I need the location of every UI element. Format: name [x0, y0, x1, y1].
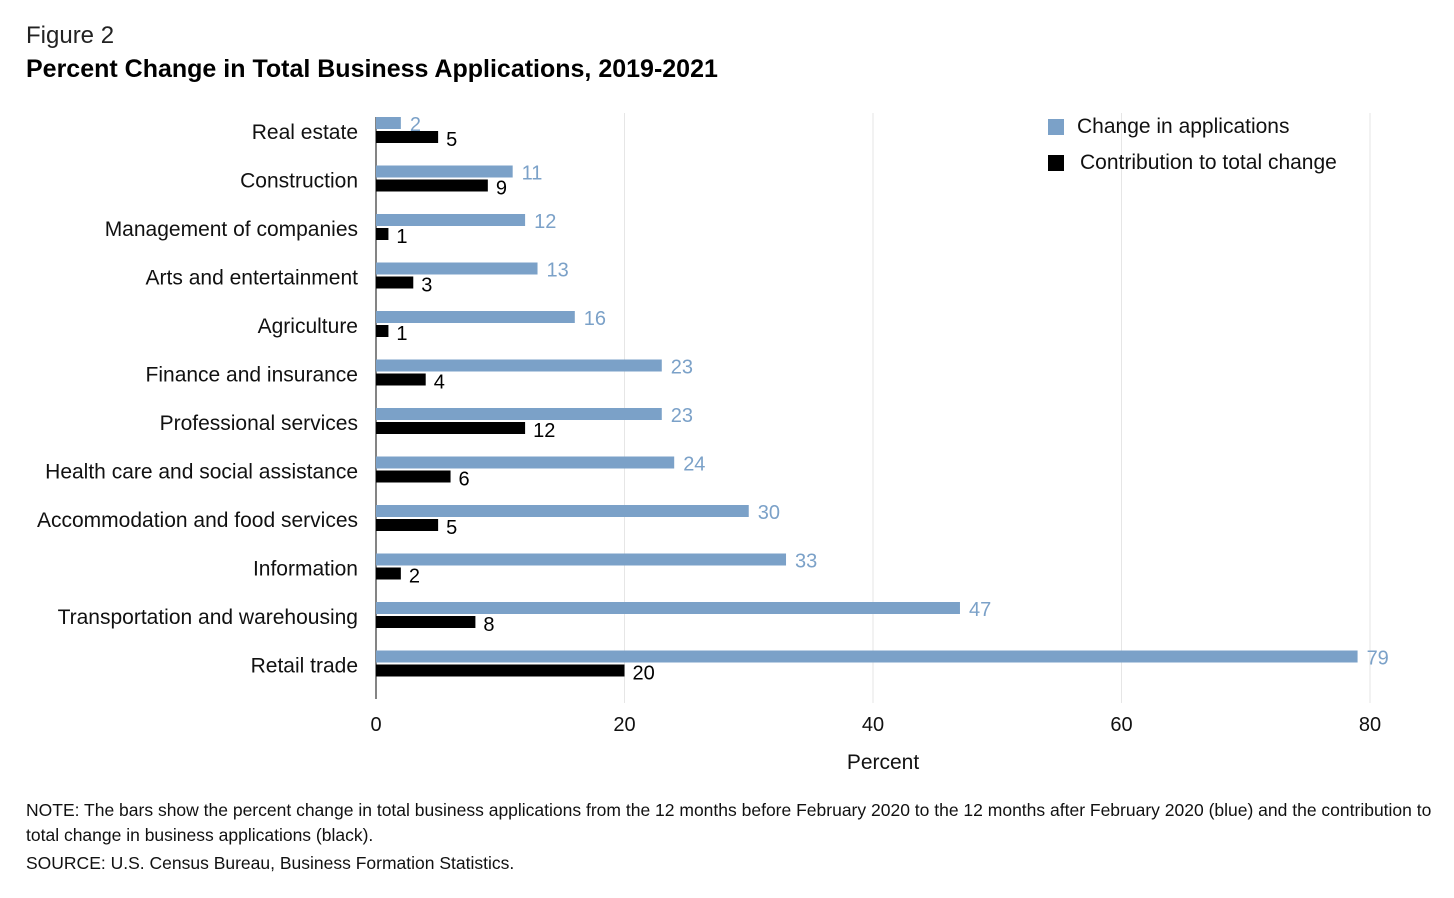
bar-change-in-applications: [376, 117, 401, 129]
x-axis-title: Percent: [847, 751, 920, 774]
category-label: Construction: [240, 170, 358, 193]
x-tick-label: 20: [613, 714, 635, 736]
data-label-contribution: 8: [483, 614, 494, 636]
chart-note: NOTE: The bars show the percent change i…: [26, 800, 1432, 845]
legend-swatch-applications: [1048, 119, 1064, 135]
category-label: Agriculture: [258, 315, 358, 338]
bar-change-in-applications: [376, 165, 513, 178]
category-label: Accommodation and food services: [37, 509, 358, 532]
data-label-contribution: 3: [421, 275, 432, 297]
data-label-contribution: 4: [434, 372, 445, 394]
bar-contribution-to-total: [376, 616, 476, 628]
data-label-change: 23: [671, 405, 693, 427]
data-label-change: 24: [683, 454, 705, 476]
data-label-change: 47: [969, 599, 991, 621]
x-tick-label: 80: [1359, 714, 1381, 736]
bar-contribution-to-total: [376, 422, 526, 434]
category-label: Information: [253, 558, 358, 581]
bar-contribution-to-total: [376, 325, 389, 337]
data-label-change: 79: [1367, 648, 1389, 670]
data-label-contribution: 2: [409, 566, 420, 588]
data-label-contribution: 5: [446, 129, 457, 151]
bar-contribution-to-total: [376, 470, 451, 483]
data-label-contribution: 5: [446, 517, 457, 539]
x-tick-label: 0: [370, 714, 381, 736]
data-label-change: 30: [758, 502, 780, 524]
category-label: Professional services: [160, 412, 358, 435]
bar-change-in-applications: [376, 505, 749, 517]
data-label-change: 2: [410, 114, 421, 136]
data-label-contribution: 20: [633, 663, 655, 685]
bar-contribution-to-total: [376, 276, 414, 289]
data-label-change: 13: [547, 260, 569, 282]
category-label: Health care and social assistance: [45, 461, 358, 484]
chart-title: Percent Change in Total Business Applica…: [26, 55, 718, 83]
data-label-contribution: 9: [496, 178, 507, 200]
bar-change-in-applications: [376, 456, 675, 469]
data-label-change: 33: [795, 551, 817, 573]
bar-contribution-to-total: [376, 519, 439, 531]
bar-change-in-applications: [376, 311, 575, 323]
category-label: Finance and insurance: [146, 364, 358, 387]
x-tick-label: 60: [1110, 714, 1132, 736]
legend-label-applications: Change in applications: [1077, 115, 1289, 138]
bar-change-in-applications: [376, 214, 526, 226]
data-label-contribution: 12: [533, 420, 555, 442]
bar-change-in-applications: [376, 650, 1358, 663]
chart-source: SOURCE: U.S. Census Bureau, Business For…: [26, 853, 515, 873]
category-label: Transportation and warehousing: [58, 606, 358, 629]
bar-change-in-applications: [376, 553, 787, 566]
bar-change-in-applications: [376, 408, 662, 420]
bar-contribution-to-total: [376, 373, 426, 386]
bar-change-in-applications: [376, 262, 538, 275]
data-label-contribution: 1: [396, 226, 407, 248]
category-label: Retail trade: [251, 655, 358, 678]
data-label-change: 12: [534, 211, 556, 233]
category-label: Real estate: [252, 121, 358, 144]
bars: 2 5 11 9 12 1 13 3 16 1 23 4 23 12 24 6 30 5 33 2 47 8 79 20: [376, 114, 1389, 685]
category-labels: Real estate Construction Management of com…: [37, 121, 358, 678]
data-label-change: 11: [522, 163, 543, 185]
figure-label: Figure 2: [26, 22, 115, 49]
bar-contribution-to-total: [376, 131, 439, 143]
category-label: Management of companies: [105, 218, 358, 241]
legend: Change in applications Contribution to to…: [1048, 115, 1337, 174]
gridlines: [624, 113, 1371, 703]
bar-change-in-applications: [376, 359, 662, 372]
data-label-contribution: 1: [396, 323, 407, 345]
data-label-contribution: 6: [459, 469, 470, 491]
legend-swatch-contribution: [1048, 155, 1064, 171]
bar-contribution-to-total: [376, 664, 625, 677]
bar-change-in-applications: [376, 602, 960, 614]
bar-contribution-to-total: [376, 228, 389, 240]
legend-label-contribution: Contribution to total change: [1080, 151, 1337, 174]
bar-contribution-to-total: [376, 179, 488, 192]
data-label-change: 16: [584, 308, 606, 330]
category-label: Arts and entertainment: [146, 267, 359, 290]
x-tick-label: 40: [862, 714, 884, 736]
data-label-change: 23: [671, 357, 693, 379]
bar-contribution-to-total: [376, 567, 401, 580]
